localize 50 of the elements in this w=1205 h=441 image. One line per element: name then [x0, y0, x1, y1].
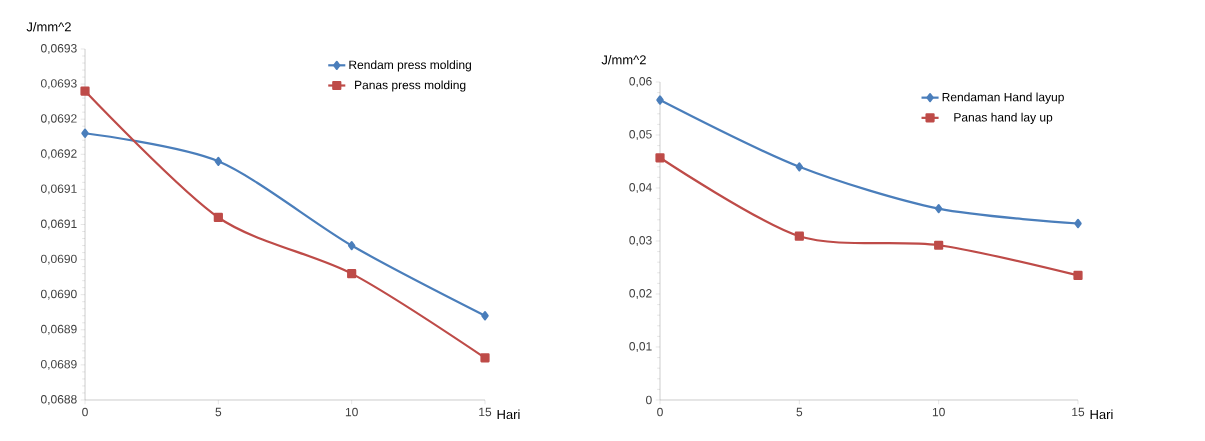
x-tick-label: 0 — [82, 407, 88, 417]
point — [213, 212, 223, 223]
y-tick-label: 0,0692 — [40, 114, 77, 125]
point — [347, 240, 356, 251]
x-tick-label: 5 — [796, 407, 803, 417]
y-tick-label: 0,0689 — [40, 359, 77, 370]
point — [81, 128, 89, 138]
x-tick-label: 10 — [932, 407, 945, 417]
x-tick-label: 5 — [215, 407, 222, 417]
y-axis-title: J/mm^2 — [26, 21, 71, 32]
point — [80, 86, 90, 96]
x-tick-label: 10 — [345, 407, 358, 417]
point — [934, 204, 943, 214]
x-axis-title: Hari — [1090, 409, 1113, 420]
y-tick-label: 0,0691 — [40, 219, 77, 230]
point — [656, 95, 664, 105]
y-tick-label: 0,0689 — [40, 324, 77, 335]
legend-label: Panas hand lay up — [954, 112, 1053, 124]
point — [480, 353, 490, 363]
x-tick-label: 15 — [1072, 407, 1085, 417]
point — [655, 153, 665, 163]
legend-label: Panas press molding — [355, 80, 466, 92]
y-tick-label: 0,0690 — [40, 289, 77, 300]
y-tick-label: 0,0691 — [40, 184, 77, 195]
y-tick-label: 0,02 — [629, 289, 652, 299]
y-tick-label: 0,0693 — [40, 79, 77, 90]
point — [794, 231, 804, 241]
legend-label: Rendaman Hand layup — [942, 92, 1064, 104]
y-tick-label: 0,05 — [629, 130, 652, 140]
y-tick-label: 0 — [646, 395, 652, 405]
y-tick-label: 0,0692 — [40, 149, 77, 160]
legend-label: Rendam press molding — [349, 60, 471, 72]
y-tick-label: 0,03 — [629, 236, 652, 246]
point — [795, 162, 804, 172]
point — [934, 240, 944, 250]
point — [1074, 218, 1082, 229]
y-tick-label: 0,04 — [629, 183, 652, 193]
x-axis-title: Hari — [497, 409, 520, 420]
point — [481, 311, 489, 321]
y-tick-label: 0,01 — [629, 342, 652, 352]
x-tick-label: 15 — [479, 407, 492, 417]
y-axis-title: J/mm^2 — [601, 54, 646, 65]
y-tick-label: 0,06 — [629, 77, 652, 87]
x-tick-label: 0 — [657, 407, 663, 417]
point — [1073, 270, 1083, 281]
point — [214, 156, 223, 166]
y-tick-label: 0,0688 — [40, 395, 77, 405]
y-tick-label: 0,0693 — [40, 44, 77, 54]
point — [347, 269, 357, 279]
y-tick-label: 0,0690 — [40, 254, 77, 265]
